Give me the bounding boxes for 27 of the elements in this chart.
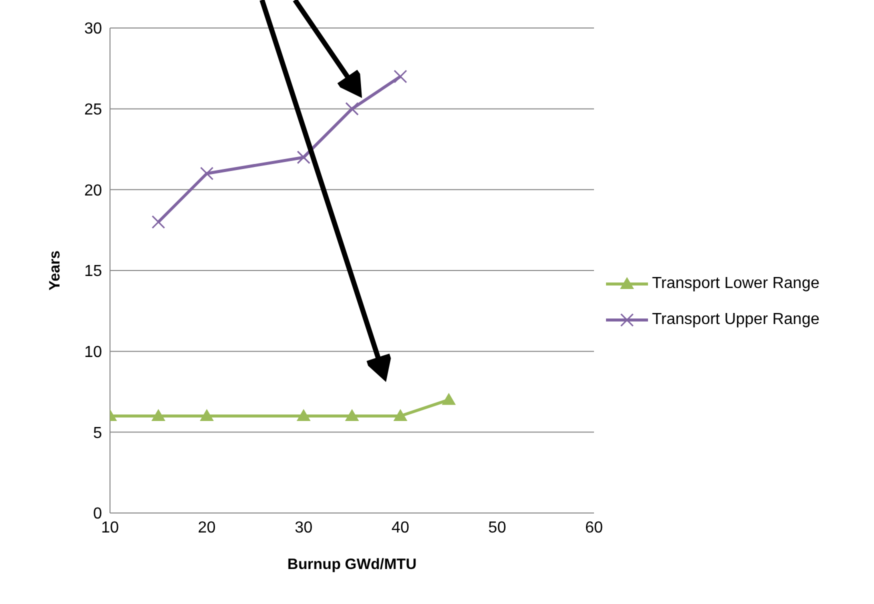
x-tick-label: 40 — [392, 519, 410, 536]
y-tick-label: 0 — [93, 506, 102, 523]
legend-label: Transport Lower Range — [652, 275, 820, 293]
point — [152, 215, 166, 229]
y-tick-label: 30 — [84, 20, 102, 38]
point — [151, 409, 166, 421]
y-tick-label: 5 — [93, 424, 102, 442]
y-tick-label: 10 — [84, 344, 102, 362]
point — [394, 70, 408, 84]
y-axis-title: Years — [46, 250, 64, 291]
y-tick-label: 15 — [84, 263, 102, 280]
point — [200, 409, 214, 421]
x-tick-label: 30 — [294, 519, 313, 536]
point — [442, 392, 456, 405]
point — [296, 150, 310, 164]
point — [393, 409, 408, 421]
x-axis-title: Burnup GWd/MTU — [287, 556, 417, 573]
point — [345, 409, 359, 421]
y-tick-label: 25 — [84, 102, 102, 119]
y-tick-label: 20 — [84, 182, 102, 200]
x-tick-label: 60 — [585, 519, 603, 536]
legend-label: Transport Upper Range — [652, 311, 820, 329]
point — [296, 409, 311, 421]
point — [200, 166, 214, 180]
point — [345, 102, 359, 116]
x-tick-label: 20 — [198, 519, 216, 536]
x-tick-label: 50 — [488, 519, 506, 536]
